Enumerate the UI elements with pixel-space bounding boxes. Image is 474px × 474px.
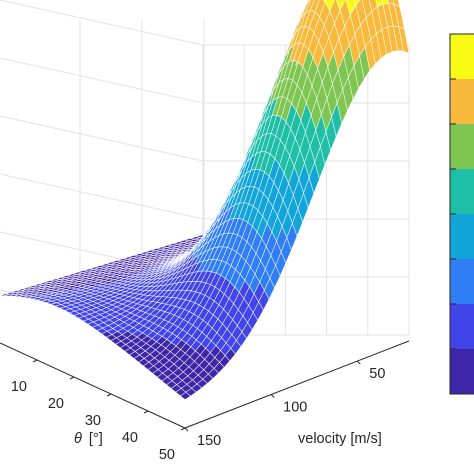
theta-axis-label: θ [°] [74,431,103,447]
grid-line [0,173,204,220]
colorbar-segment [450,124,474,169]
theta-tick [32,359,38,363]
velocity-axis-label: velocity [m/s] [298,431,382,447]
theta-tick-label: 40 [122,430,138,446]
velocity-tick-label: 100 [283,400,307,416]
colorbar-segment [450,169,474,214]
colorbar-segment [450,214,474,259]
velocity-tick [270,394,275,398]
colorbar-segment [450,34,474,79]
grid-line [0,57,204,104]
velocity-tick [356,360,361,365]
colorbar-segment [450,349,474,394]
theta-tick [106,393,112,397]
theta-tick-label: 10 [11,379,27,395]
theta-tick [180,427,186,431]
surface-patch [398,26,410,54]
theta-tick [69,376,75,380]
theta-axis-line [0,342,186,429]
velocity-tick-label: 150 [197,433,221,449]
theta-tick-label: 50 [159,447,175,463]
colorbar-segment [450,79,474,124]
surface-patch [306,0,310,4]
colorbar-segment [450,304,474,349]
colorbar-segment [450,259,474,304]
colorbar [449,33,474,395]
theta-tick-label: 30 [85,413,101,429]
theta-tick [143,410,149,414]
theta-tick-label: 20 [48,396,64,412]
grid-line [0,115,204,162]
axes: 10 20 30 40 50 50 100 150 [0,340,410,463]
velocity-axis-line [184,340,410,429]
grid-line [0,0,204,46]
surface [0,0,410,400]
velocity-tick [184,427,189,432]
velocity-tick-label: 50 [369,366,385,382]
